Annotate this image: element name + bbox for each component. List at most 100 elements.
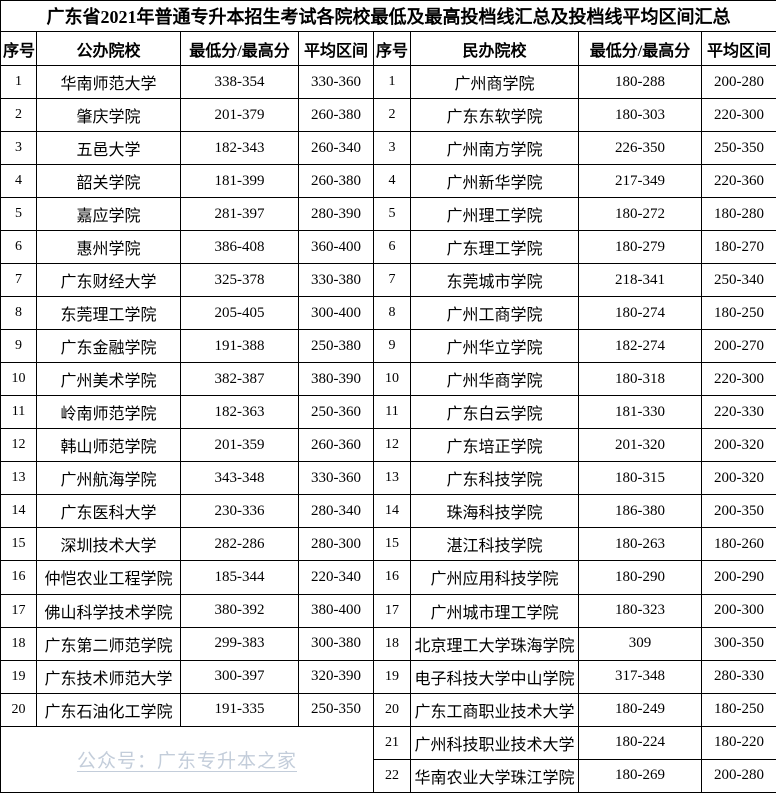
score-range-cell: 309	[578, 626, 702, 661]
avg-range-cell: 250-380	[298, 329, 374, 364]
avg-range-cell: 250-360	[298, 395, 374, 430]
row-index-cell: 17	[0, 593, 37, 628]
score-range-cell: 217-349	[578, 164, 702, 199]
table-row: 22 华南农业大学珠江学院 180-269 200-280	[1, 758, 776, 793]
avg-range-cell: 220-300	[701, 98, 776, 133]
score-range-cell: 185-344	[180, 560, 299, 595]
row-index-cell: 4	[373, 164, 411, 199]
score-range-cell: 180-323	[578, 593, 702, 628]
score-range-cell: 182-343	[180, 131, 299, 166]
school-name-cell: 电子科技大学中山学院	[410, 659, 579, 694]
table-row: 9 广东金融学院 191-388 250-380 9 广州华立学院 182-274 200-2…	[0, 329, 776, 364]
row-index-cell: 5	[0, 197, 37, 232]
row-index-cell: 3	[0, 131, 37, 166]
school-name-cell: 仲恺农业工程学院	[36, 560, 181, 595]
avg-range-cell: 220-340	[298, 560, 374, 595]
avg-range-cell: 180-250	[701, 296, 776, 331]
table-row: 3 五邑大学 182-343 260-340 3 广州南方学院 226-350 250-350	[0, 131, 776, 166]
score-range-cell: 201-359	[180, 428, 299, 463]
col-header-minmax-left: 最低分/最高分	[180, 31, 299, 66]
school-name-cell: 嘉应学院	[36, 197, 181, 232]
avg-range-cell: 180-270	[701, 230, 776, 265]
row-index-cell: 7	[0, 263, 37, 298]
row-index-cell: 1	[373, 64, 411, 100]
row-index-cell: 20	[373, 692, 411, 727]
avg-range-cell: 260-380	[298, 98, 374, 133]
row-index-cell: 7	[373, 263, 411, 298]
table-row: 4 韶关学院 181-399 260-380 4 广州新华学院 217-349 220-360	[0, 164, 776, 199]
school-name-cell: 广州理工学院	[410, 197, 579, 232]
school-name-cell: 广东金融学院	[36, 329, 181, 364]
avg-range-cell: 200-290	[701, 560, 776, 595]
row-index-cell: 12	[373, 428, 411, 463]
title-row: 广东省2021年普通专升本招生考试各院校最低及最高投档线汇总及投档线平均区间汇总	[0, 0, 776, 32]
row-index-cell: 11	[373, 395, 411, 430]
row-index-cell: 14	[373, 494, 411, 529]
school-name-cell: 广东东软学院	[410, 98, 579, 133]
avg-range-cell: 180-260	[701, 527, 776, 562]
row-index-cell: 5	[373, 197, 411, 232]
score-range-cell: 380-392	[180, 593, 299, 628]
score-range-cell: 181-399	[180, 164, 299, 199]
avg-range-cell: 380-400	[298, 593, 374, 628]
school-name-cell: 广东白云学院	[410, 395, 579, 430]
avg-range-cell: 200-280	[701, 64, 776, 100]
row-index-cell: 10	[373, 362, 411, 397]
row-index-cell: 11	[0, 395, 37, 430]
avg-range-cell: 250-340	[701, 263, 776, 298]
row-index-cell: 14	[0, 494, 37, 529]
avg-range-cell: 180-280	[701, 197, 776, 232]
col-header-seq-right: 序号	[373, 31, 411, 66]
school-name-cell: 佛山科学技术学院	[36, 593, 181, 628]
row-index-cell: 18	[0, 626, 37, 661]
table-row: 10 广州美术学院 382-387 380-390 10 广州华商学院 180-318 220…	[0, 362, 776, 397]
score-range-cell: 386-408	[180, 230, 299, 265]
table-row: 公众号：广东专升本之家 21 广州科技职业技术大学 180-224 180-220	[0, 725, 776, 793]
avg-range-cell: 260-380	[298, 164, 374, 199]
school-name-cell: 广州航海学院	[36, 461, 181, 496]
avg-range-cell: 320-390	[298, 659, 374, 694]
avg-range-cell: 220-300	[701, 362, 776, 397]
score-range-cell: 299-383	[180, 626, 299, 661]
school-name-cell: 广东培正学院	[410, 428, 579, 463]
score-range-cell: 180-249	[578, 692, 702, 727]
avg-range-cell: 300-380	[298, 626, 374, 661]
avg-range-cell: 200-300	[701, 593, 776, 628]
avg-range-cell: 220-360	[701, 164, 776, 199]
table-row: 15 深圳技术大学 282-286 280-300 15 湛江科技学院 180-263 180…	[0, 527, 776, 562]
avg-range-cell: 300-400	[298, 296, 374, 331]
avg-range-cell: 330-360	[298, 64, 374, 100]
table-row: 1 华南师范大学 338-354 330-360 1 广州商学院 180-288 200-28…	[0, 64, 776, 100]
school-name-cell: 北京理工大学珠海学院	[410, 626, 579, 661]
score-range-cell: 186-380	[578, 494, 702, 529]
school-name-cell: 华南农业大学珠江学院	[410, 758, 579, 793]
school-name-cell: 广州商学院	[410, 64, 579, 100]
score-range-cell: 201-379	[180, 98, 299, 133]
table-row: 13 广州航海学院 343-348 330-360 13 广东科技学院 180-315 200…	[0, 461, 776, 496]
row-index-cell: 8	[373, 296, 411, 331]
table-row: 16 仲恺农业工程学院 185-344 220-340 16 广州应用科技学院 180-29…	[0, 560, 776, 595]
school-name-cell: 广东医科大学	[36, 494, 181, 529]
school-name-cell: 广州应用科技学院	[410, 560, 579, 595]
school-name-cell: 韶关学院	[36, 164, 181, 199]
avg-range-cell: 220-330	[701, 395, 776, 430]
avg-range-cell: 250-350	[701, 131, 776, 166]
row-index-cell: 20	[0, 692, 37, 727]
table-row: 2 肇庆学院 201-379 260-380 2 广东东软学院 180-303 220-300	[0, 98, 776, 133]
score-range-cell: 180-272	[578, 197, 702, 232]
school-name-cell: 广东工商职业技术大学	[410, 692, 579, 727]
school-name-cell: 广东财经大学	[36, 263, 181, 298]
col-header-avg-right: 平均区间	[701, 31, 776, 66]
score-range-cell: 317-348	[578, 659, 702, 694]
table-row: 8 东莞理工学院 205-405 300-400 8 广州工商学院 180-274 180-2…	[0, 296, 776, 331]
table-row: 12 韩山师范学院 201-359 260-360 12 广东培正学院 201-320 200…	[0, 428, 776, 463]
score-range-cell: 300-397	[180, 659, 299, 694]
school-name-cell: 广东石油化工学院	[36, 692, 181, 727]
table-row: 17 佛山科学技术学院 380-392 380-400 17 广州城市理工学院 180-32…	[0, 593, 776, 628]
avg-range-cell: 200-320	[701, 428, 776, 463]
school-name-cell: 广州华立学院	[410, 329, 579, 364]
score-range-cell: 180-224	[578, 725, 702, 760]
row-index-cell: 10	[0, 362, 37, 397]
school-name-cell: 肇庆学院	[36, 98, 181, 133]
